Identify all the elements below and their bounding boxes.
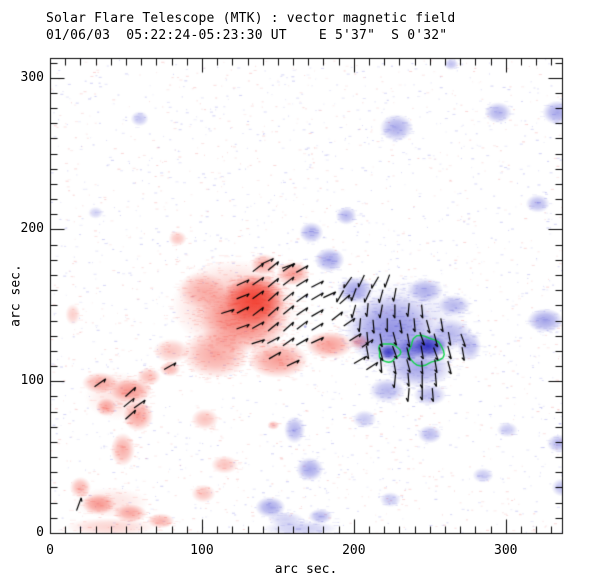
y-tick-label: 200: [20, 221, 44, 237]
y-tick-label: 300: [20, 69, 44, 85]
x-tick-label: 200: [342, 543, 366, 558]
y-tick-label: 100: [20, 373, 44, 389]
plot-subtitle: 01/06/03 05:22:24-05:23:30 UT E 5'37" S …: [46, 28, 448, 43]
y-tick-label: 0: [36, 525, 44, 540]
y-axis-title: arc sec.: [8, 264, 24, 327]
x-axis-title: arc sec.: [274, 562, 338, 577]
x-tick-label: 0: [46, 543, 54, 558]
x-tick-label: 300: [494, 543, 518, 558]
plot-title: Solar Flare Telescope (MTK) : vector mag…: [46, 11, 456, 26]
x-tick-label: 100: [190, 543, 214, 558]
